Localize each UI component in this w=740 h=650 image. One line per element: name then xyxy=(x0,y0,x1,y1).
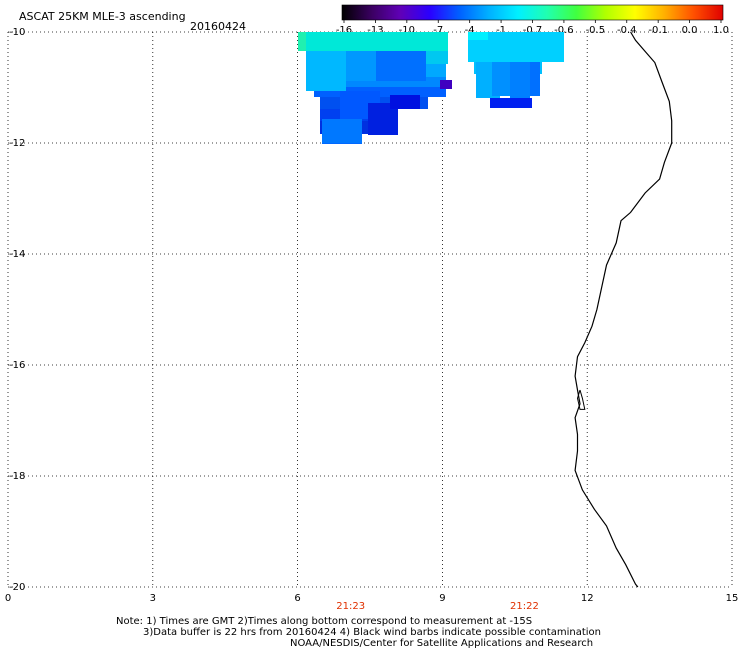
colorbar-gradient xyxy=(341,4,724,21)
y-tick-label: -16 xyxy=(9,360,25,371)
swath-cell xyxy=(346,51,376,81)
colorbar-label: -0.6 xyxy=(554,25,574,36)
swath-cell xyxy=(468,32,488,40)
x-tick-label: 0 xyxy=(5,593,11,604)
y-tick-label: -10 xyxy=(9,27,25,38)
colorbar-label: -10 xyxy=(399,25,415,36)
swath-cell xyxy=(310,77,446,87)
coastline xyxy=(574,31,673,588)
colorbar-label: -7 xyxy=(433,25,443,36)
colorbar-label: -0.7 xyxy=(523,25,543,36)
pass-time-label: 21:22 xyxy=(510,601,539,612)
y-tick-label: -14 xyxy=(9,249,25,260)
note-line-2: 3)Data buffer is 22 hrs from 20160424 4)… xyxy=(143,627,601,638)
colorbar-label: -16 xyxy=(336,25,352,36)
x-tick-label: 9 xyxy=(439,593,445,604)
x-tick-label: 12 xyxy=(581,593,594,604)
colorbar: -16 -13 -10 -7 -4 -1 -0.7 -0.6 -0.5 -0.4 -0.1 0.0 1.… xyxy=(336,4,729,36)
colorbar-label: -13 xyxy=(367,25,383,36)
lat-lon-grid xyxy=(7,31,733,588)
colorbar-label: 0.0 xyxy=(682,25,698,36)
y-tick-label: -12 xyxy=(9,138,25,149)
note-line-1: Note: 1) Times are GMT 2)Times along bot… xyxy=(116,616,533,627)
data-swath xyxy=(298,32,564,144)
swath-cell xyxy=(510,62,530,98)
swath-cell xyxy=(298,32,448,51)
x-tick-label: 3 xyxy=(150,593,156,604)
swath-cell xyxy=(490,98,532,108)
coastline-island xyxy=(576,389,586,410)
colorbar-label: -0.4 xyxy=(617,25,637,36)
axis-labels: 0 3 6 9 12 15 -10 -12 -14 -16 -18 -20 21:23 21:22 xyxy=(5,27,739,612)
coastline-path xyxy=(574,31,673,588)
y-tick-label: -20 xyxy=(9,582,25,593)
plot-title: ASCAT 25KM MLE-3 ascending xyxy=(19,10,186,23)
swath-cell xyxy=(390,95,420,109)
plot-date: 20160424 xyxy=(190,20,246,33)
colorbar-label: -0.5 xyxy=(586,25,606,36)
colorbar-label: -0.1 xyxy=(648,25,668,36)
swath-cell xyxy=(322,119,362,143)
colorbar-label: -1 xyxy=(496,25,506,36)
swath-cell xyxy=(376,51,426,81)
x-tick-label: 6 xyxy=(294,593,300,604)
note-line-3: NOAA/NESDIS/Center for Satellite Applica… xyxy=(290,638,594,649)
pass-time-label: 21:23 xyxy=(336,601,365,612)
x-tick-label: 15 xyxy=(726,593,739,604)
swath-cell xyxy=(440,80,452,89)
y-tick-label: -18 xyxy=(9,471,25,482)
colorbar-label: -4 xyxy=(465,25,475,36)
swath-cell xyxy=(306,51,346,91)
swath-cell xyxy=(298,32,306,51)
colorbar-label: 1.0 xyxy=(713,25,729,36)
